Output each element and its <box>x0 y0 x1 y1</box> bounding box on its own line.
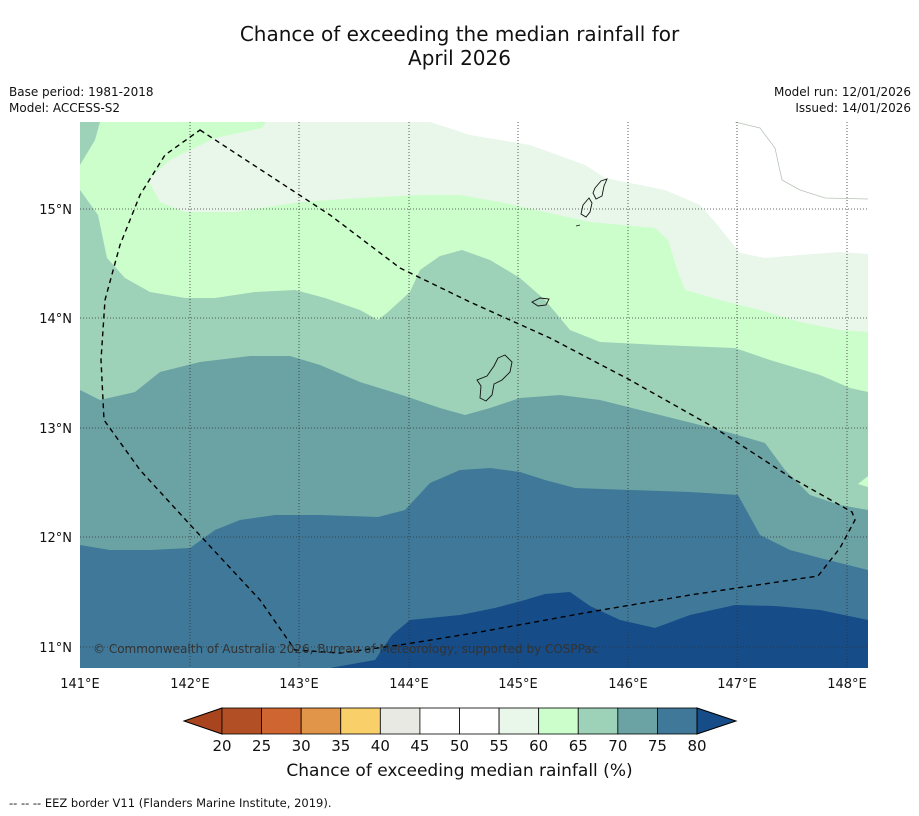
colorbar-tick-label: 25 <box>252 737 271 755</box>
colorbar-cell <box>419 707 460 735</box>
gridlines <box>80 122 868 668</box>
island-tinian <box>580 197 593 218</box>
colorbar-cell <box>657 707 698 735</box>
colorbar-tick-label: 55 <box>490 737 509 755</box>
colorbar-over-arrow <box>696 707 738 735</box>
colorbar-cell <box>221 707 262 735</box>
lat-label-12: 12°N <box>39 531 72 546</box>
colorbar-tick-label: 50 <box>450 737 469 755</box>
meta-left: Base period: 1981-2018 Model: ACCESS-S2 <box>9 84 154 116</box>
colorbar-tick-label: 30 <box>292 737 311 755</box>
eez-footnote: -- -- -- EEZ border V11 (Flanders Marine… <box>9 796 332 810</box>
fill-patch-right <box>858 476 868 487</box>
title-line-2: April 2026 <box>408 46 511 70</box>
lon-label-141: 141°E <box>60 677 100 692</box>
colorbar-cell <box>577 707 619 735</box>
lon-label-145: 145°E <box>498 677 538 692</box>
lon-labels: 141°E 142°E 143°E 144°E 145°E 146°E 147°… <box>60 677 867 692</box>
title-line-1: Chance of exceeding the median rainfall … <box>239 22 680 46</box>
colorbar: 20 25 30 35 40 45 50 55 60 65 70 75 80 <box>182 707 738 755</box>
colorbar-cell <box>379 707 421 735</box>
model-run-text: Model run: 12/01/2026 <box>773 85 911 99</box>
colorbar-cell <box>617 707 658 735</box>
colorbar-tick-label: 20 <box>212 737 231 755</box>
colorbar-tick-label: 60 <box>529 737 548 755</box>
contour-line-ne <box>734 122 868 200</box>
colorbar-under-arrow <box>182 707 223 735</box>
lon-label-148: 148°E <box>827 677 867 692</box>
lon-label-146: 146°E <box>608 677 648 692</box>
issued-text: Issued: 14/01/2026 <box>795 101 911 115</box>
colorbar-cell <box>498 707 540 735</box>
island-saipan <box>592 178 608 200</box>
island-rota <box>531 297 550 307</box>
colorbar-tick-label: 80 <box>687 737 706 755</box>
lon-label-147: 147°E <box>717 677 757 692</box>
colorbar-cell <box>459 707 500 735</box>
lat-label-14: 14°N <box>39 312 72 327</box>
colorbar-cell <box>340 707 381 735</box>
lat-label-13: 13°N <box>39 422 72 437</box>
colorbar-tick-label: 40 <box>371 737 390 755</box>
colorbar-tick-label: 35 <box>331 737 350 755</box>
colorbar-cell <box>300 707 342 735</box>
lon-label-144: 144°E <box>389 677 429 692</box>
islands <box>476 178 608 402</box>
fill-75-80 <box>80 468 868 668</box>
lat-label-11: 11°N <box>39 641 72 656</box>
meta-right: Model run: 12/01/2026 Issued: 14/01/2026 <box>774 84 911 116</box>
island-aguijan <box>575 224 581 227</box>
base-period-text: Base period: 1981-2018 <box>9 85 154 99</box>
island-guam <box>476 354 513 402</box>
colorbar-label: Chance of exceeding median rainfall (%) <box>286 761 633 781</box>
lon-label-142: 142°E <box>170 677 210 692</box>
lon-label-143: 143°E <box>279 677 319 692</box>
colorbar-tick-label: 75 <box>648 737 667 755</box>
colorbar-tick-label: 70 <box>608 737 627 755</box>
copyright-text: © Commonwealth of Australia 2026, Bureau… <box>93 642 598 656</box>
colorbar-cell <box>538 707 579 735</box>
colorbar-tick-label: 45 <box>410 737 429 755</box>
colorbar-cell <box>261 707 302 735</box>
colorbar-tick-label: 65 <box>569 737 588 755</box>
contour-fills <box>80 122 868 668</box>
lat-labels: 15°N 14°N 13°N 12°N 11°N <box>39 203 72 656</box>
model-text: Model: ACCESS-S2 <box>9 101 121 115</box>
fill-80-plus <box>330 592 868 668</box>
map-title: Chance of exceeding the median rainfall … <box>0 22 919 70</box>
lat-label-15: 15°N <box>39 203 72 218</box>
eez-border <box>100 129 856 654</box>
